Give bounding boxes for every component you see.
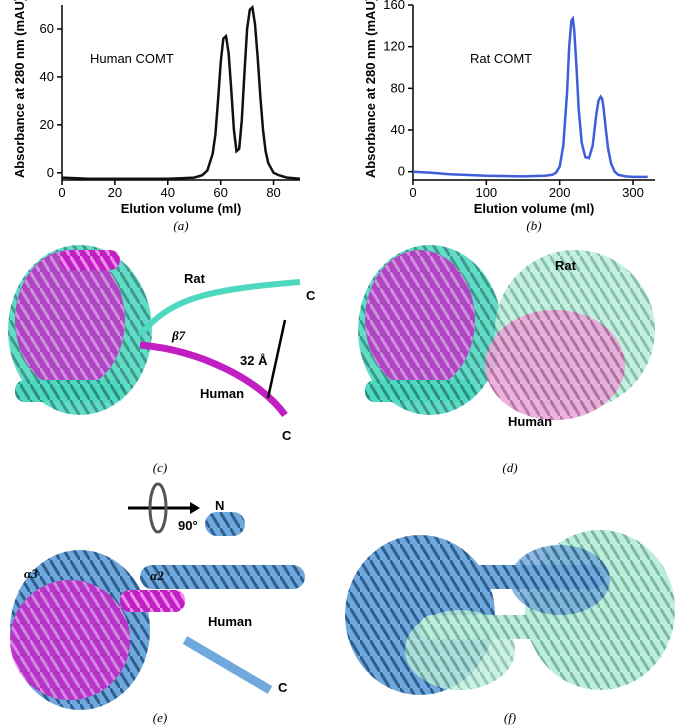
- chart-annotation: Rat COMT: [470, 51, 532, 66]
- chart-annotation: Human COMT: [90, 51, 174, 66]
- x-tick-label: 0: [409, 185, 416, 200]
- panel-label: (d): [502, 460, 517, 475]
- x-tick-label: 80: [266, 185, 280, 200]
- x-tick-label: 200: [549, 185, 571, 200]
- panel-label: (a): [173, 218, 188, 233]
- x-tick-label: 0: [58, 185, 65, 200]
- y-tick-label: 80: [391, 80, 405, 95]
- x-tick-label: 40: [161, 185, 175, 200]
- y-tick-label: 40: [391, 122, 405, 137]
- annotation: Rat: [555, 258, 577, 273]
- rotation-label: 90°: [178, 518, 198, 533]
- annotation: N: [215, 498, 224, 513]
- y-tick-label: 0: [47, 165, 54, 180]
- annotation: Human: [200, 386, 244, 401]
- y-axis-title: Absorbance at 280 nm (mAU): [363, 0, 378, 178]
- y-tick-label: 160: [383, 0, 405, 12]
- annotation: Rat: [184, 271, 206, 286]
- structure-d: [358, 245, 655, 420]
- annotation: 32 Å: [240, 353, 268, 368]
- annotation: Human: [508, 414, 552, 429]
- annotation: α2: [150, 568, 164, 583]
- y-tick-label: 60: [40, 21, 54, 36]
- x-tick-label: 300: [622, 185, 644, 200]
- panel-label: (f): [504, 710, 516, 725]
- annotation: Human: [208, 614, 252, 629]
- annotation: α3: [24, 566, 38, 581]
- annotation: C: [306, 288, 316, 303]
- panel-label: (c): [153, 460, 167, 475]
- x-tick-label: 20: [108, 185, 122, 200]
- x-axis-title: Elution volume (ml): [121, 201, 242, 216]
- structure-c: [8, 245, 301, 418]
- data-line: [61, 4, 301, 181]
- annotation: C: [282, 428, 292, 443]
- y-tick-label: 40: [40, 69, 54, 84]
- y-axis-title: Absorbance at 280 nm (mAU): [12, 0, 27, 178]
- x-axis-title: Elution volume (ml): [474, 201, 595, 216]
- y-tick-label: 20: [40, 117, 54, 132]
- y-tick-label: 0: [398, 164, 405, 179]
- x-tick-label: 60: [213, 185, 227, 200]
- panel-label: (b): [526, 218, 541, 233]
- distance-arrow: [266, 319, 287, 399]
- structure-f: [345, 530, 675, 695]
- rotation-icon: [128, 482, 200, 534]
- data-line: [412, 15, 648, 179]
- structure-e: [10, 512, 305, 710]
- y-tick-label: 120: [383, 39, 405, 54]
- x-tick-label: 100: [475, 185, 497, 200]
- panel-label: (e): [153, 710, 167, 725]
- annotation: β7: [171, 328, 186, 343]
- annotation: C: [278, 680, 288, 695]
